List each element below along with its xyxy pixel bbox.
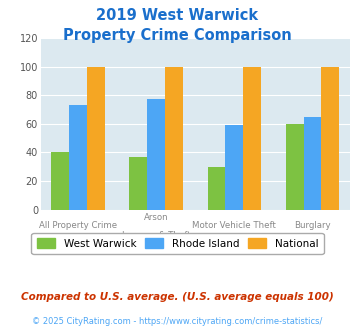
Text: Arson: Arson — [144, 213, 169, 222]
Bar — [304, 116, 321, 210]
Bar — [87, 67, 105, 210]
Bar — [225, 125, 243, 210]
Text: Motor Vehicle Theft: Motor Vehicle Theft — [192, 221, 276, 230]
Bar — [243, 67, 261, 210]
Bar — [208, 167, 225, 210]
Bar — [321, 67, 339, 210]
Bar — [286, 124, 304, 210]
Text: © 2025 CityRating.com - https://www.cityrating.com/crime-statistics/: © 2025 CityRating.com - https://www.city… — [32, 317, 323, 326]
Bar — [129, 157, 147, 210]
Text: Compared to U.S. average. (U.S. average equals 100): Compared to U.S. average. (U.S. average … — [21, 292, 334, 302]
Bar — [51, 152, 69, 210]
Bar — [69, 105, 87, 210]
Text: Property Crime Comparison: Property Crime Comparison — [63, 28, 292, 43]
Text: 2019 West Warwick: 2019 West Warwick — [97, 8, 258, 23]
Text: All Property Crime: All Property Crime — [39, 221, 117, 230]
Legend: West Warwick, Rhode Island, National: West Warwick, Rhode Island, National — [32, 233, 323, 254]
Text: Larceny & Theft: Larceny & Theft — [122, 231, 191, 240]
Text: Burglary: Burglary — [294, 221, 331, 230]
Bar — [147, 99, 165, 210]
Bar — [165, 67, 183, 210]
